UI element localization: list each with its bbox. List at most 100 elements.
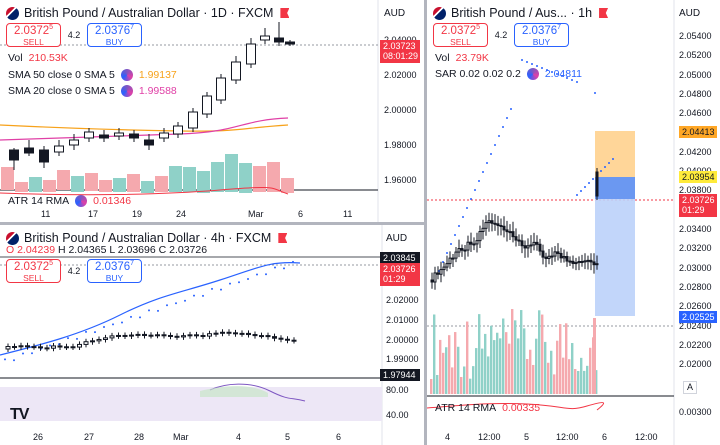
sar-legend[interactable]: SAR 0.02 0.02 0.2 2.04811	[435, 68, 582, 80]
1h-volume-legend[interactable]: Vol 23.79K	[435, 52, 489, 64]
daily-sell-button[interactable]: 2.03725 SELL	[6, 23, 61, 47]
gbp-aud-flag-icon	[433, 7, 446, 20]
volume-bar	[1, 167, 14, 190]
daily-title: British Pound / Australian Dollar · 1D ·…	[24, 6, 273, 20]
volume-bar	[514, 320, 516, 394]
4h-sell-button[interactable]: 2.03725 SELL	[6, 259, 61, 283]
volume-bar	[183, 167, 196, 192]
volume-bar	[593, 318, 596, 394]
candle-body	[217, 78, 226, 100]
candle-body	[189, 112, 198, 128]
volume-bar	[490, 326, 492, 394]
4h-currency-label[interactable]: AUD	[386, 233, 407, 244]
1h-y-tick: 2.02200	[679, 340, 712, 350]
sar-dot	[31, 352, 33, 354]
1h-y-tick: 2.03200	[679, 243, 712, 253]
candle-body	[560, 253, 562, 257]
candle-body	[566, 257, 568, 262]
candle-body	[536, 242, 538, 244]
1h-sell-button[interactable]: 2.03725 SELL	[433, 23, 488, 47]
sar-dot	[4, 358, 6, 360]
1h-y-tick: 2.05000	[679, 70, 712, 80]
candle-body	[512, 232, 514, 237]
tradingview-logo-icon[interactable]: TV	[10, 406, 28, 424]
sma50-legend[interactable]: SMA 50 close 0 SMA 5 1.99137	[8, 69, 177, 81]
volume-bar	[99, 180, 112, 192]
1h-atr-legend[interactable]: ATR 14 RMA 0.00335	[435, 402, 540, 414]
sar-settings-icon[interactable]	[527, 68, 539, 80]
daily-atr-legend[interactable]: ATR 14 RMA 0.01346	[8, 195, 131, 207]
volume-bar	[457, 347, 459, 394]
sar-dot	[112, 323, 114, 325]
1h-currency-label[interactable]: AUD	[679, 8, 700, 19]
candle-body	[110, 336, 114, 338]
volume-bar	[466, 322, 468, 394]
1h-y-tick: 2.02000	[679, 359, 712, 369]
candle-body	[156, 335, 160, 336]
volume-bar	[454, 332, 456, 394]
volume-bar	[481, 349, 483, 394]
log-scale-button[interactable]: A	[683, 381, 697, 394]
4h-spread: 4.2	[67, 266, 81, 276]
daily-currency-label[interactable]: AUD	[384, 8, 405, 19]
volume-bar	[523, 328, 525, 394]
1h-buy-button[interactable]: 2.03767 BUY	[514, 23, 569, 47]
sma50-settings-icon[interactable]	[121, 69, 133, 81]
candle-body	[97, 339, 101, 340]
sar-dot	[494, 144, 496, 146]
candle-body	[292, 340, 296, 341]
candle-body	[91, 341, 95, 342]
4h-x-tick: Mar	[173, 432, 189, 442]
candle-body	[40, 150, 49, 162]
4h-y-tick: 2.02000	[386, 295, 419, 305]
sma20-legend[interactable]: SMA 20 close 0 SMA 5 1.99588	[8, 85, 177, 97]
sar-dot	[474, 189, 476, 191]
candle-body	[458, 249, 460, 253]
daily-x-tick: 11	[343, 209, 352, 219]
sma20-settings-icon[interactable]	[121, 85, 133, 97]
volume-bar	[574, 369, 576, 394]
sar-dot	[256, 273, 258, 275]
candle-body	[479, 232, 481, 241]
volume-bar	[562, 358, 564, 394]
red-flag-icon[interactable]	[599, 8, 608, 18]
4h-chart-pane[interactable]: British Pound / Australian Dollar · 4h ·…	[0, 225, 424, 445]
sar-dot	[576, 81, 578, 83]
4h-chart-canvas[interactable]	[0, 225, 424, 445]
candle-body	[227, 332, 231, 333]
1h-chart-canvas[interactable]	[427, 0, 720, 445]
volume-bar	[141, 181, 154, 193]
red-flag-icon[interactable]	[278, 233, 287, 243]
candle-body	[130, 134, 139, 138]
sar-dot	[121, 322, 123, 324]
candle-body	[509, 232, 511, 233]
sar-dot	[157, 310, 159, 312]
volume-bar	[550, 351, 552, 394]
4h-x-tick: 28	[134, 432, 144, 442]
daily-volume-legend[interactable]: Vol 210.53K	[8, 52, 68, 64]
candle-body	[136, 334, 140, 335]
gbp-aud-flag-icon	[6, 7, 19, 20]
candle-body	[240, 333, 244, 334]
1h-chart-pane[interactable]: British Pound / Aus... · 1h 2.03725 SELL…	[427, 0, 720, 445]
sar-dot	[594, 92, 596, 94]
candle-body	[52, 346, 56, 348]
volume-bar	[463, 366, 465, 394]
sar-dot	[103, 326, 105, 328]
daily-chart-pane[interactable]: British Pound / Australian Dollar · 1D ·…	[0, 0, 424, 222]
candle-body	[440, 270, 442, 275]
candle-body	[494, 223, 496, 224]
red-flag-icon[interactable]	[280, 8, 289, 18]
4h-buy-button[interactable]: 2.03767 BUY	[87, 259, 142, 283]
candle-body	[581, 262, 583, 263]
candle-body	[286, 339, 290, 340]
volume-bar	[541, 315, 543, 394]
candle-body	[551, 256, 553, 257]
atr-settings-icon[interactable]	[75, 195, 87, 207]
sar-dot	[130, 316, 132, 318]
daily-buy-button[interactable]: 2.03767 BUY	[87, 23, 142, 47]
volume-bar	[442, 353, 444, 394]
sar-dot	[531, 63, 533, 65]
1h-y-tick: 2.04200	[679, 147, 712, 157]
sar-dot	[49, 344, 51, 346]
